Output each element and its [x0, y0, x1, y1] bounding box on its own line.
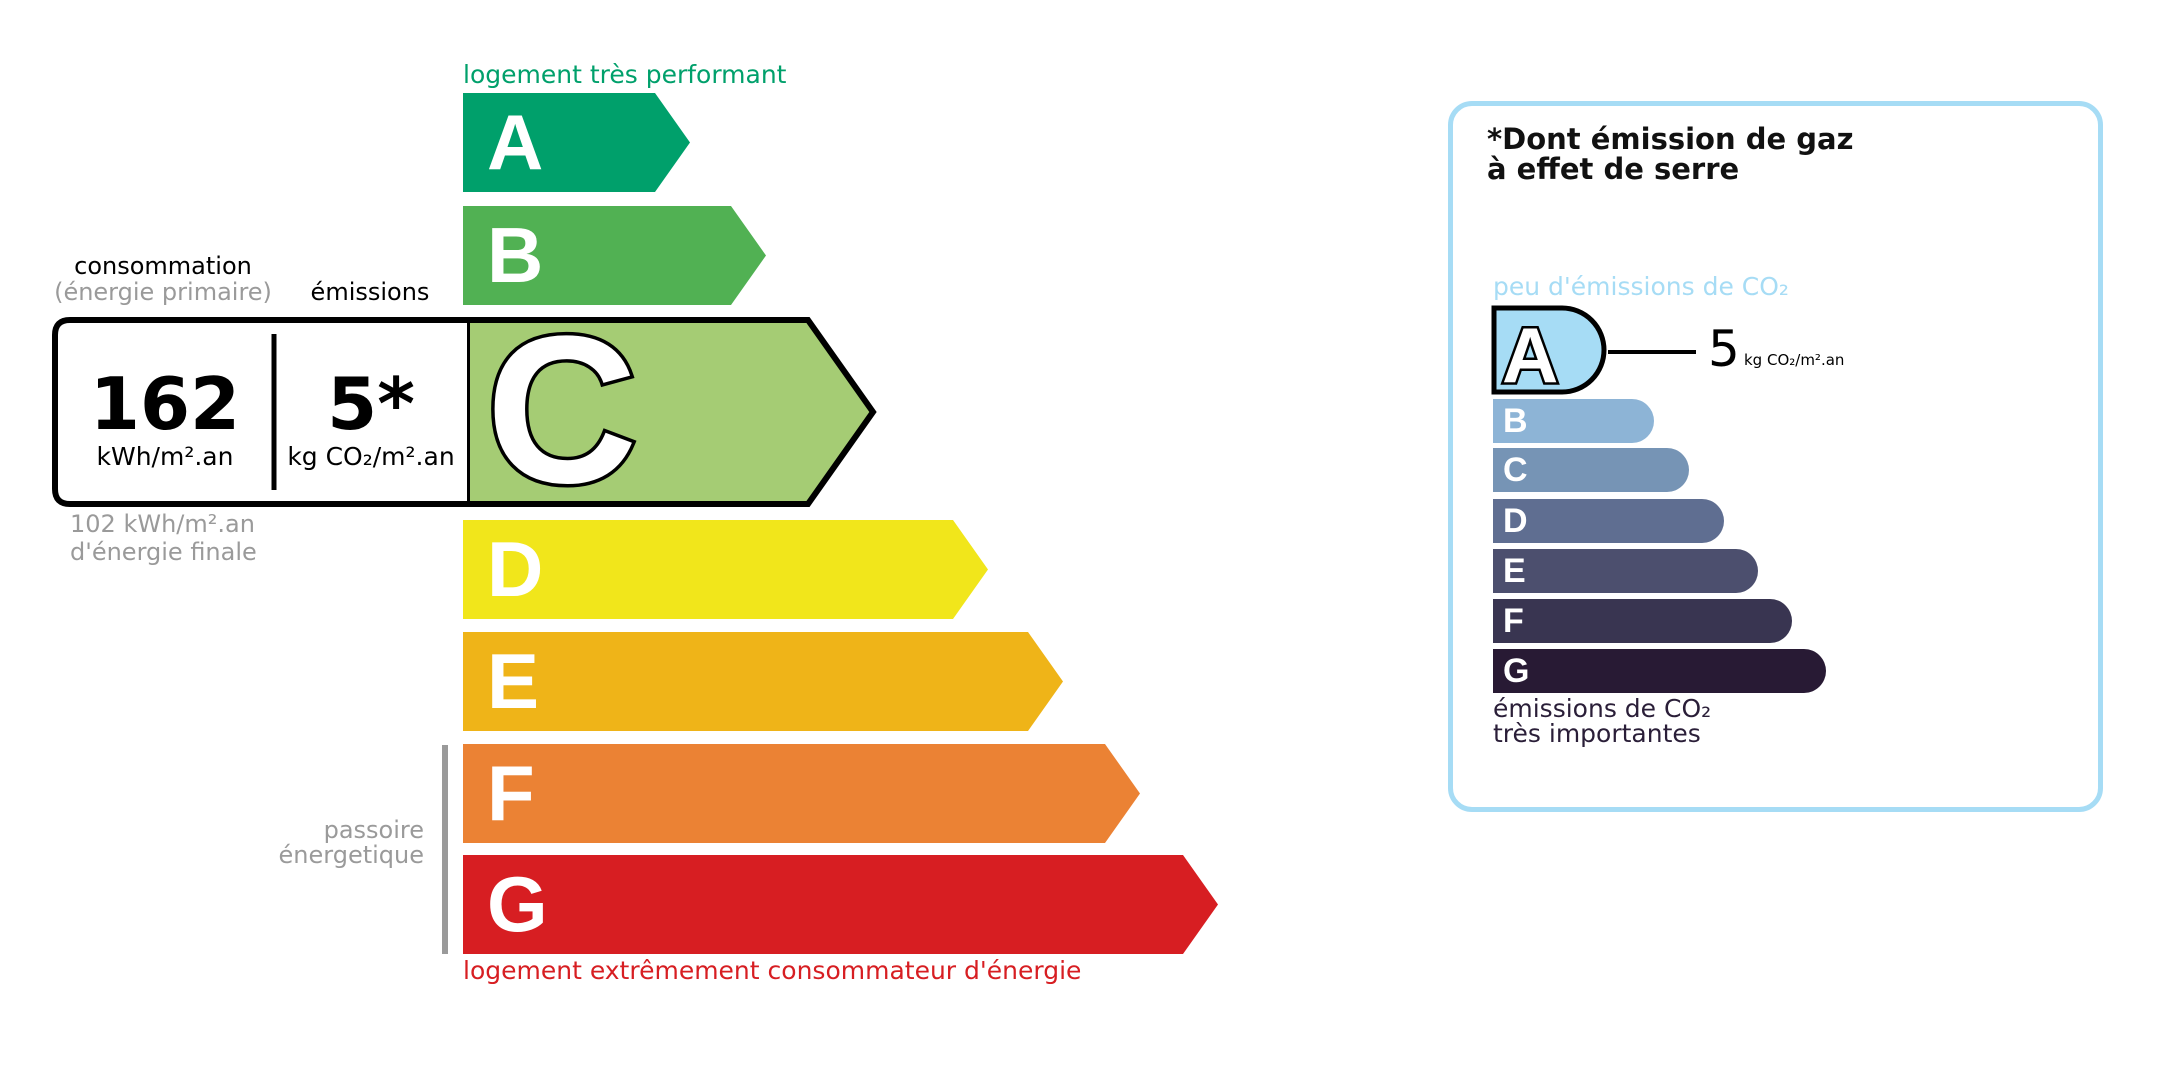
ges-bar-b: B [1493, 399, 1654, 443]
emissions-heading: émissions [310, 278, 430, 306]
ges-letter: F [1503, 602, 1524, 640]
class-letter: G [487, 860, 548, 948]
bottom-text: logement extrêmement consommateur d'éner… [463, 956, 1082, 985]
ges-letter: C [1503, 451, 1528, 489]
class-letter: E [487, 637, 540, 725]
class-bar-a: A [463, 93, 690, 192]
emissions-value: 5* [327, 362, 415, 446]
consumption-unit: kWh/m².an [96, 442, 234, 471]
ges-bottom-text-1: émissions de CO₂ [1493, 694, 1712, 723]
class-bar-b: B [463, 206, 766, 305]
ges-title-1: *Dont émission de gaz [1487, 122, 1854, 156]
final-energy-label: d'énergie finale [70, 538, 257, 566]
ges-letter: E [1503, 552, 1526, 590]
passoire-label-2: énergetique [278, 841, 424, 869]
class-bar-e: E [463, 632, 1063, 731]
value-box [52, 317, 467, 507]
ges-value-line [1608, 350, 1696, 354]
ges-letter: D [1503, 502, 1528, 540]
ges-letter: B [1503, 402, 1528, 440]
class-bar-g: G [463, 855, 1218, 954]
ges-bar-e: E [1493, 549, 1758, 593]
ges-title-2: à effet de serre [1487, 152, 1740, 186]
ges-bar-c: C [1493, 448, 1689, 492]
consumption-value: 162 [89, 362, 241, 446]
final-energy-value: 102 kWh/m².an [70, 510, 255, 538]
emissions-unit: kg CO₂/m².an [287, 442, 455, 471]
consumption-heading: consommation [74, 252, 252, 280]
ges-value: 5 [1708, 320, 1740, 378]
current-class-indicator: C [52, 316, 877, 508]
class-bar-d: D [463, 520, 988, 619]
ges-bar-d: D [1493, 499, 1724, 543]
ges-unit: kg CO₂/m².an [1744, 351, 1845, 369]
class-letter: A [487, 98, 544, 186]
consumption-subheading: (énergie primaire) [54, 278, 272, 306]
ges-bar-f: F [1493, 599, 1792, 643]
ges-current-letter: A [1502, 311, 1558, 396]
current-class-letter: C [486, 316, 638, 508]
ges-top-text: peu d'émissions de CO₂ [1493, 272, 1789, 301]
class-letter: D [487, 525, 544, 613]
class-letter: F [487, 749, 535, 837]
ges-letter: G [1503, 652, 1530, 690]
passoire-bracket [442, 745, 448, 954]
passoire-label-1: passoire [323, 816, 424, 844]
top-text: logement très performant [463, 60, 787, 89]
class-letter: B [487, 211, 544, 299]
class-bar-f: F [463, 744, 1140, 843]
ges-current-class: A [1491, 305, 1607, 396]
ges-bottom-text-2: très importantes [1493, 719, 1701, 748]
ges-bar-g: G [1493, 649, 1826, 693]
ges-panel [1448, 101, 2103, 812]
